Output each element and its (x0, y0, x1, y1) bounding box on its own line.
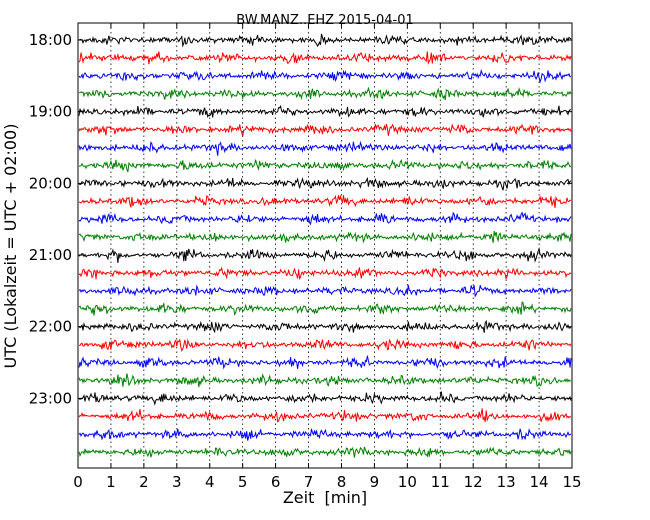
trace-line (78, 230, 572, 244)
x-axis-label: Zeit [min] (283, 488, 367, 507)
y-tick-label: 21:00 (29, 246, 72, 264)
x-tick-label: 14 (530, 473, 549, 491)
trace-line (78, 266, 572, 281)
trace-line (78, 104, 572, 118)
trace-line (78, 373, 572, 388)
x-tick-label: 13 (497, 473, 516, 491)
trace-line (78, 86, 572, 101)
trace-line (78, 391, 572, 406)
x-tick-label: 9 (370, 473, 380, 491)
y-axis-label: UTC (Lokalzeit = UTC + 02:00) (1, 124, 20, 369)
x-tick-label: 10 (398, 473, 417, 491)
trace-line (78, 301, 572, 316)
trace-line (78, 319, 572, 334)
x-tick-label: 7 (304, 473, 314, 491)
y-tick-label: 23:00 (29, 389, 72, 407)
x-tick-label: 2 (139, 473, 149, 491)
y-tick-label: 18:00 (29, 31, 72, 49)
x-tick-label: 5 (238, 473, 248, 491)
chart-title: BW.MANZ..EHZ 2015-04-01 (236, 13, 414, 28)
trace-line (78, 446, 572, 458)
trace-line (78, 177, 572, 191)
trace-line (78, 355, 572, 370)
trace-line (78, 338, 572, 352)
trace-line (78, 211, 572, 226)
trace-line (78, 140, 572, 156)
x-tick-label: 3 (172, 473, 182, 491)
trace-line (78, 284, 572, 298)
plot-frame (77, 22, 573, 469)
y-axis: 18:00 19:00 20:00 21:00 22:00 23:00 (29, 31, 572, 407)
x-axis: 0 1 2 3 4 5 6 7 8 9 10 11 12 13 14 15 (73, 23, 582, 491)
trace-line (78, 194, 572, 209)
x-tick-label: 15 (562, 473, 581, 491)
trace-line (78, 246, 572, 263)
trace-line (78, 158, 572, 173)
x-tick-label: 4 (205, 473, 215, 491)
y-tick-label: 20:00 (29, 174, 72, 192)
x-tick-label: 11 (431, 473, 450, 491)
trace-line (78, 33, 572, 48)
trace-line (78, 51, 572, 65)
traces (78, 33, 572, 458)
x-tick-label: 12 (464, 473, 483, 491)
x-tick-label: 8 (337, 473, 347, 491)
trace-line (78, 68, 572, 84)
trace-line (78, 428, 572, 441)
y-tick-label: 19:00 (29, 103, 72, 121)
x-tick-label: 6 (271, 473, 281, 491)
x-tick-label: 1 (106, 473, 116, 491)
x-tick-label: 0 (73, 473, 83, 491)
trace-line (78, 408, 572, 423)
trace-line (78, 123, 572, 137)
y-tick-label: 22:00 (29, 318, 72, 336)
